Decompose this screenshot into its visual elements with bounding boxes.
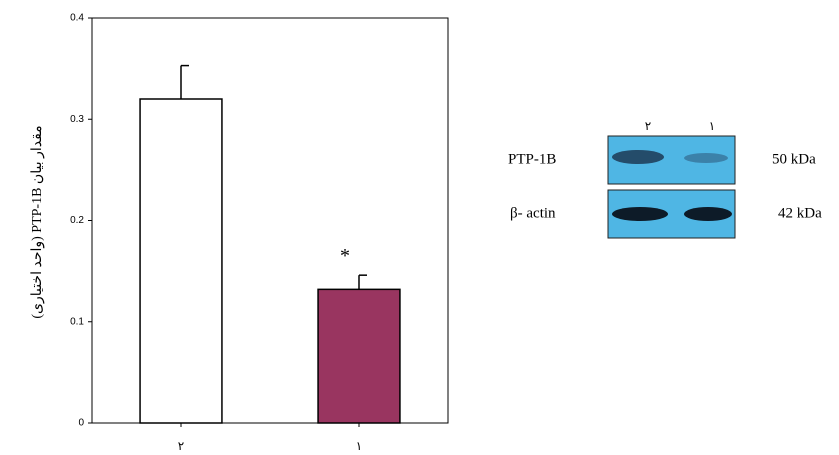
blot-band — [684, 153, 728, 163]
blot-size-label: 42 kDa — [778, 205, 822, 221]
y-tick-label: 0.1 — [70, 316, 84, 327]
blot-band — [612, 150, 664, 164]
y-tick-label: 0.3 — [70, 114, 84, 125]
blot-row-label: β- actin — [510, 205, 556, 221]
figure: مقدار بیان PTP-1B (واحد اختیاری) ۲ ۱ PTP… — [0, 0, 839, 455]
significance-marker: * — [340, 245, 350, 267]
bar — [140, 99, 222, 423]
blot-band — [684, 207, 732, 221]
y-tick-label: 0.2 — [70, 215, 84, 226]
lane-label: ۱ — [709, 119, 715, 133]
blot-row-label: PTP-1B — [508, 151, 556, 167]
y-axis-label: مقدار بیان PTP-1B (واحد اختیاری) — [30, 125, 45, 318]
x-tick-label: ۱ — [356, 439, 362, 453]
x-tick-label: ۲ — [178, 439, 184, 453]
y-tick-label: 0.4 — [70, 13, 84, 24]
western-blot: ۲ ۱ PTP-1B β- actin 50 kDa 42 kDa — [508, 119, 822, 238]
blot-band — [612, 207, 668, 221]
y-tick-label: 0 — [78, 418, 84, 429]
lane-label: ۲ — [645, 119, 651, 133]
bar — [318, 289, 400, 423]
blot-size-label: 50 kDa — [772, 151, 816, 167]
